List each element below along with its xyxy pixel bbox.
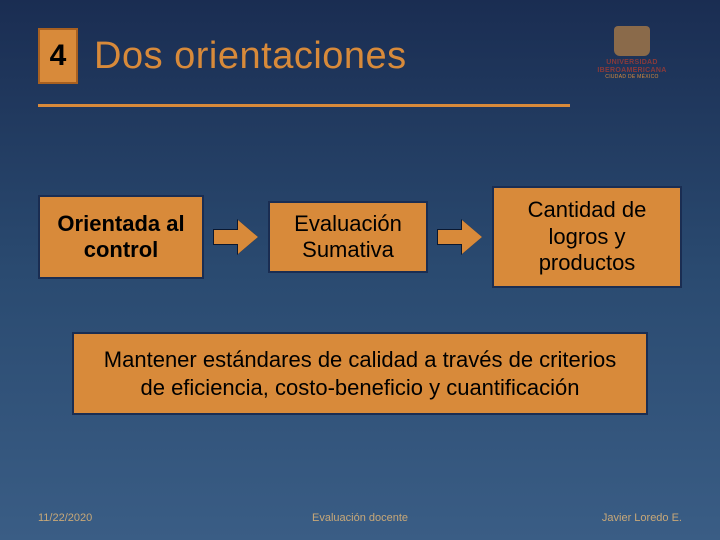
flow-box-2-text: Evaluación Sumativa: [282, 211, 414, 264]
flow-box-cantidad: Cantidad de logros y productos: [492, 186, 682, 288]
title-underline: [38, 104, 570, 107]
flow-box-3-text: Cantidad de logros y productos: [506, 197, 668, 276]
flow-box-orientada: Orientada al control: [38, 195, 204, 279]
logo-subtitle: CIUDAD DE MÉXICO: [605, 74, 658, 80]
slide-footer: 11/22/2020 Evaluación docente Javier Lor…: [38, 512, 682, 524]
footer-center: Evaluación docente: [312, 512, 408, 524]
footer-author: Javier Loredo E.: [602, 512, 682, 524]
flow-box-evaluacion: Evaluación Sumativa: [268, 201, 428, 273]
logo-line1: UNIVERSIDAD: [606, 59, 658, 67]
university-logo: UNIVERSIDAD IBEROAMERICANA CIUDAD DE MÉX…: [582, 24, 682, 82]
slide-title: Dos orientaciones: [94, 35, 407, 78]
flow-box-1-text: Orientada al control: [52, 211, 190, 264]
slide-number: 4: [50, 39, 67, 73]
arrow-icon: [213, 220, 259, 254]
description-text: Mantener estándares de calidad a través …: [104, 347, 616, 400]
arrow-icon: [437, 220, 483, 254]
description-box: Mantener estándares de calidad a través …: [72, 332, 648, 415]
slide-number-badge: 4: [38, 28, 78, 84]
footer-date: 11/22/2020: [38, 512, 92, 524]
logo-shield-icon: [614, 26, 650, 56]
flow-diagram: Orientada al control Evaluación Sumativa…: [38, 186, 682, 288]
